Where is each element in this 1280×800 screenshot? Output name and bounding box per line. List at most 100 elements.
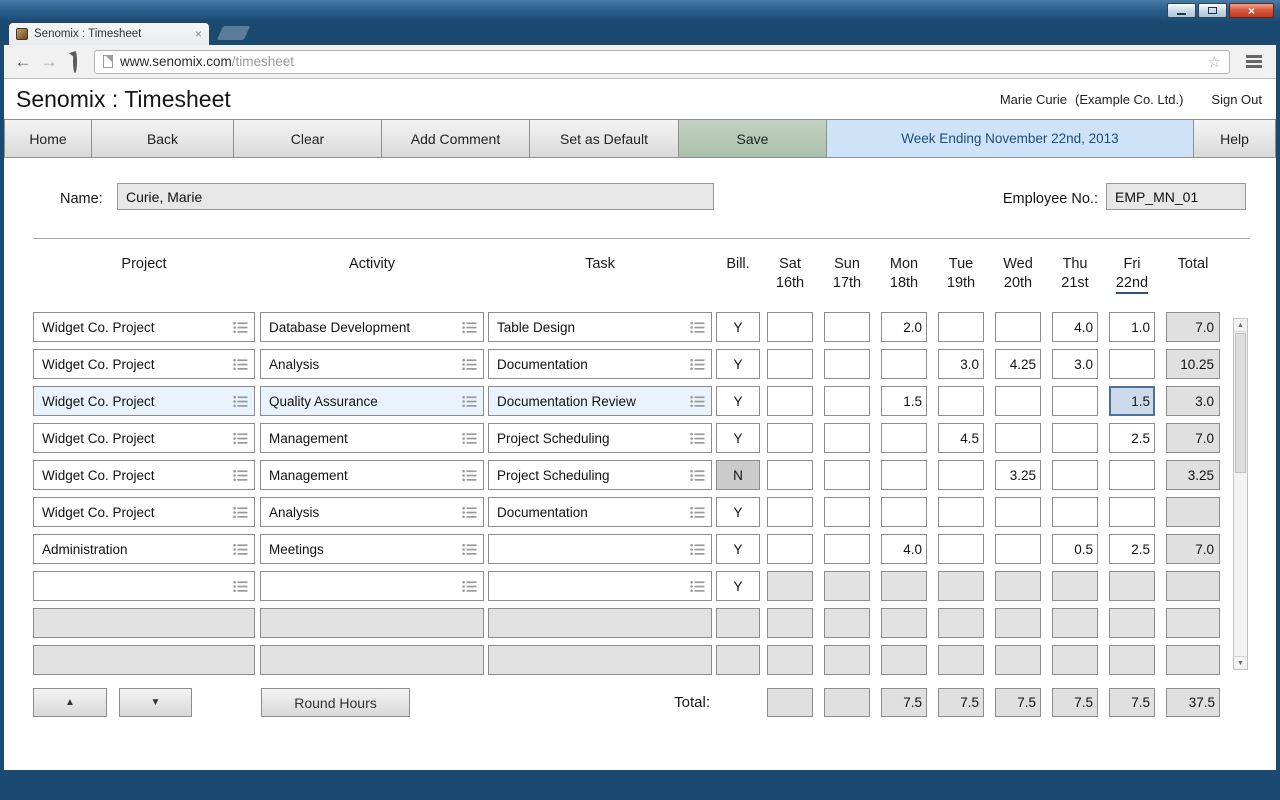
day-cell[interactable] bbox=[938, 497, 984, 527]
task-cell[interactable]: Project Scheduling bbox=[488, 460, 712, 490]
list-picker-icon[interactable] bbox=[462, 358, 478, 371]
day-cell[interactable] bbox=[824, 386, 870, 416]
day-cell[interactable] bbox=[767, 534, 813, 564]
day-cell[interactable] bbox=[824, 349, 870, 379]
bookmark-star-icon[interactable]: ☆ bbox=[1208, 53, 1221, 71]
list-picker-icon[interactable] bbox=[233, 469, 249, 482]
sign-out-link[interactable]: Sign Out bbox=[1211, 92, 1262, 107]
day-cell[interactable] bbox=[1052, 386, 1098, 416]
billable-cell[interactable]: N bbox=[716, 460, 760, 490]
project-cell[interactable]: Widget Co. Project bbox=[33, 460, 255, 490]
day-cell[interactable] bbox=[938, 534, 984, 564]
list-picker-icon[interactable] bbox=[233, 432, 249, 445]
day-cell[interactable]: 3.0 bbox=[1052, 349, 1098, 379]
day-cell[interactable] bbox=[767, 460, 813, 490]
scroll-down-icon[interactable]: ▼ bbox=[1234, 656, 1247, 669]
project-cell[interactable]: Widget Co. Project bbox=[33, 386, 255, 416]
home-button[interactable]: Home bbox=[4, 119, 92, 158]
activity-cell[interactable]: Quality Assurance bbox=[260, 386, 484, 416]
day-cell[interactable]: 0.5 bbox=[1052, 534, 1098, 564]
list-picker-icon[interactable] bbox=[690, 358, 706, 371]
list-picker-icon[interactable] bbox=[233, 395, 249, 408]
task-cell[interactable]: Project Scheduling bbox=[488, 423, 712, 453]
day-cell[interactable] bbox=[767, 423, 813, 453]
day-cell[interactable] bbox=[995, 497, 1041, 527]
task-cell[interactable] bbox=[488, 534, 712, 564]
day-cell[interactable] bbox=[1109, 497, 1155, 527]
list-picker-icon[interactable] bbox=[462, 580, 478, 593]
round-hours-button[interactable]: Round Hours bbox=[261, 688, 410, 717]
day-cell[interactable]: 4.0 bbox=[1052, 312, 1098, 342]
week-ending-button[interactable]: Week Ending November 22nd, 2013 bbox=[826, 119, 1194, 158]
address-bar[interactable]: www.senomix.com/timesheet ☆ bbox=[94, 50, 1230, 74]
list-picker-icon[interactable] bbox=[233, 506, 249, 519]
list-picker-icon[interactable] bbox=[233, 543, 249, 556]
add-comment-button[interactable]: Add Comment bbox=[381, 119, 530, 158]
day-cell[interactable]: 3.25 bbox=[995, 460, 1041, 490]
billable-cell[interactable]: Y bbox=[716, 386, 760, 416]
day-cell[interactable] bbox=[1052, 497, 1098, 527]
day-cell[interactable] bbox=[767, 349, 813, 379]
day-cell[interactable]: 1.0 bbox=[1109, 312, 1155, 342]
help-button[interactable]: Help bbox=[1193, 119, 1276, 158]
day-cell[interactable] bbox=[767, 386, 813, 416]
project-cell[interactable] bbox=[33, 571, 255, 601]
activity-cell[interactable]: Analysis bbox=[260, 497, 484, 527]
list-picker-icon[interactable] bbox=[690, 506, 706, 519]
day-cell[interactable] bbox=[995, 423, 1041, 453]
project-cell[interactable]: Widget Co. Project bbox=[33, 497, 255, 527]
day-cell[interactable]: 2.0 bbox=[881, 312, 927, 342]
day-cell[interactable]: 4.25 bbox=[995, 349, 1041, 379]
list-picker-icon[interactable] bbox=[233, 358, 249, 371]
day-cell[interactable] bbox=[824, 460, 870, 490]
task-cell[interactable] bbox=[488, 571, 712, 601]
name-field[interactable] bbox=[117, 183, 714, 210]
back-nav-button[interactable]: Back bbox=[91, 119, 234, 158]
day-cell[interactable] bbox=[995, 534, 1041, 564]
day-cell[interactable] bbox=[995, 386, 1041, 416]
activity-cell[interactable]: Analysis bbox=[260, 349, 484, 379]
day-cell[interactable] bbox=[938, 460, 984, 490]
day-cell[interactable] bbox=[824, 534, 870, 564]
new-tab-button[interactable] bbox=[217, 26, 251, 40]
day-cell[interactable] bbox=[824, 423, 870, 453]
day-cell[interactable] bbox=[1052, 460, 1098, 490]
task-cell[interactable]: Documentation Review bbox=[488, 386, 712, 416]
billable-cell[interactable]: Y bbox=[716, 423, 760, 453]
day-cell[interactable] bbox=[1109, 460, 1155, 490]
list-picker-icon[interactable] bbox=[690, 432, 706, 445]
day-cell[interactable]: 4.5 bbox=[938, 423, 984, 453]
project-cell[interactable]: Administration bbox=[33, 534, 255, 564]
billable-cell[interactable]: Y bbox=[716, 534, 760, 564]
list-picker-icon[interactable] bbox=[462, 432, 478, 445]
activity-cell[interactable]: Meetings bbox=[260, 534, 484, 564]
clear-button[interactable]: Clear bbox=[233, 119, 382, 158]
save-button[interactable]: Save bbox=[678, 119, 827, 158]
list-picker-icon[interactable] bbox=[690, 469, 706, 482]
day-cell[interactable]: 1.5 bbox=[1109, 386, 1155, 416]
project-cell[interactable]: Widget Co. Project bbox=[33, 349, 255, 379]
day-cell[interactable] bbox=[881, 423, 927, 453]
day-cell[interactable] bbox=[1109, 349, 1155, 379]
project-cell[interactable]: Widget Co. Project bbox=[33, 423, 255, 453]
day-cell[interactable]: 4.0 bbox=[881, 534, 927, 564]
maximize-button[interactable] bbox=[1198, 3, 1227, 18]
row-up-button[interactable]: ▲ bbox=[33, 688, 107, 717]
list-picker-icon[interactable] bbox=[462, 506, 478, 519]
list-picker-icon[interactable] bbox=[690, 321, 706, 334]
day-cell[interactable] bbox=[767, 312, 813, 342]
day-cell[interactable]: 1.5 bbox=[881, 386, 927, 416]
day-cell[interactable]: 2.5 bbox=[1109, 534, 1155, 564]
table-scrollbar[interactable]: ▲ ▼ bbox=[1233, 318, 1248, 670]
menu-button[interactable] bbox=[1238, 51, 1270, 72]
list-picker-icon[interactable] bbox=[233, 321, 249, 334]
billable-cell[interactable]: Y bbox=[716, 312, 760, 342]
activity-cell[interactable] bbox=[260, 571, 484, 601]
list-picker-icon[interactable] bbox=[462, 395, 478, 408]
task-cell[interactable]: Documentation bbox=[488, 497, 712, 527]
set-as-default-button[interactable]: Set as Default bbox=[529, 119, 679, 158]
day-cell[interactable]: 3.0 bbox=[938, 349, 984, 379]
list-picker-icon[interactable] bbox=[690, 543, 706, 556]
day-cell[interactable]: 2.5 bbox=[1109, 423, 1155, 453]
activity-cell[interactable]: Management bbox=[260, 423, 484, 453]
